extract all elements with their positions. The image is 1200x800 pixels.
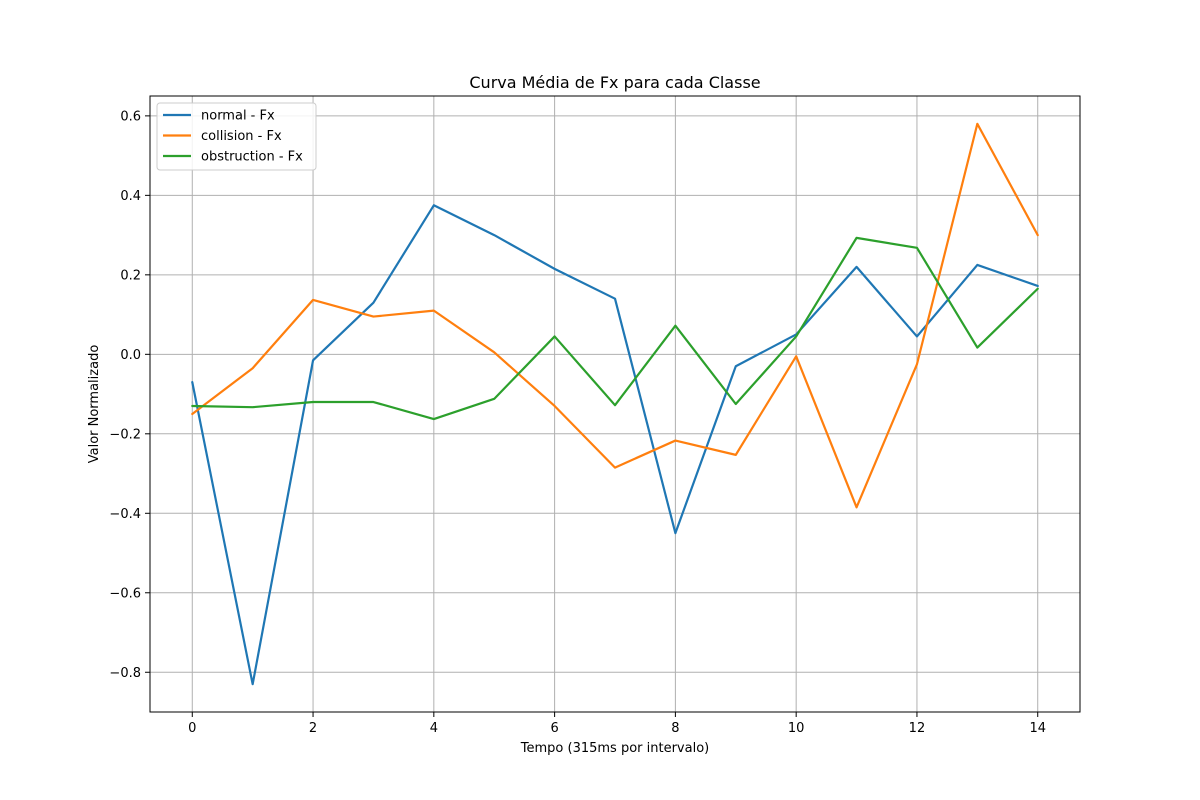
y-tick-label: 0.0 [120, 348, 141, 363]
x-axis-label: Tempo (315ms por intervalo) [520, 741, 709, 756]
x-axis: 0 2 4 6 8 10 12 14 [188, 712, 1046, 736]
grid [150, 96, 1080, 712]
y-tick-label: −0.8 [109, 666, 141, 681]
plot-frame [149, 95, 1081, 713]
y-tick-label: 0.4 [120, 189, 141, 204]
legend: normal - Fx collision - Fx obstruction - F… [156, 102, 317, 171]
x-tick-label: 6 [550, 721, 558, 736]
y-tick-label: −0.6 [109, 586, 141, 601]
y-tick-label: 0.2 [120, 268, 141, 283]
y-tick-label: −0.2 [109, 427, 141, 442]
y-axis: −0.8 −0.6 −0.4 −0.2 0.0 0.2 0.4 0.6 [109, 109, 150, 681]
x-tick-label: 4 [430, 721, 438, 736]
x-tick-label: 2 [309, 721, 317, 736]
series-line-obstruction [191, 236, 1039, 421]
x-tick-label: 12 [909, 721, 926, 736]
y-tick-label: 0.6 [120, 109, 141, 124]
legend-box [156, 102, 317, 171]
chart-title: Curva Média de Fx para cada Classe [469, 73, 760, 92]
y-axis-label: Valor Normalizado [87, 345, 102, 464]
legend-label-collision: collision - Fx [201, 129, 282, 144]
y-tick-label: −0.4 [109, 507, 141, 522]
x-tick-label: 14 [1029, 721, 1046, 736]
series-line-normal [191, 204, 1039, 686]
x-tick-label: 10 [788, 721, 805, 736]
series-layer [191, 122, 1039, 686]
legend-label-normal: normal - Fx [201, 109, 275, 124]
legend-label-obstruction: obstruction - Fx [201, 150, 303, 165]
series-line-collision [191, 122, 1039, 509]
x-tick-label: 8 [671, 721, 679, 736]
x-tick-label: 0 [188, 721, 196, 736]
